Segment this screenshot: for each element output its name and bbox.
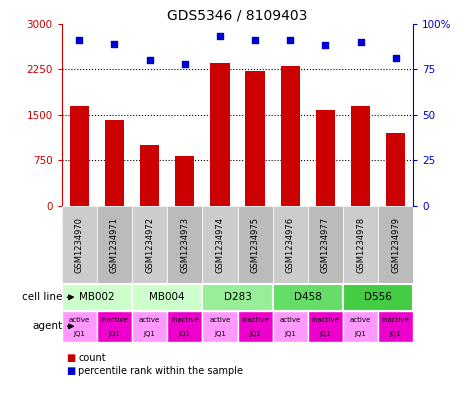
Text: active: active [69, 317, 90, 323]
Text: ■: ■ [66, 353, 76, 363]
Text: MB002: MB002 [79, 292, 115, 302]
Bar [316, 110, 335, 206]
Bar [308, 206, 343, 284]
Bar [202, 311, 238, 342]
Text: active: active [209, 317, 230, 323]
Text: inactive: inactive [171, 317, 199, 323]
Bar [343, 206, 378, 284]
Text: count: count [78, 353, 106, 363]
Text: agent: agent [32, 321, 62, 331]
Text: GSM1234971: GSM1234971 [110, 217, 119, 273]
Point [181, 61, 189, 67]
Text: JQ1: JQ1 [284, 331, 296, 337]
Text: inactive: inactive [241, 317, 269, 323]
Text: cell line: cell line [22, 292, 62, 302]
Point [286, 37, 294, 43]
Bar [238, 206, 273, 284]
Point [357, 39, 364, 45]
Title: GDS5346 / 8109403: GDS5346 / 8109403 [167, 8, 308, 22]
Bar [97, 311, 132, 342]
Bar [238, 311, 273, 342]
Text: JQ1: JQ1 [319, 331, 332, 337]
Text: GSM1234979: GSM1234979 [391, 217, 400, 273]
Bar [62, 284, 132, 311]
Bar [62, 206, 97, 284]
Bar [281, 66, 300, 206]
Text: D458: D458 [294, 292, 322, 302]
Point [322, 42, 329, 49]
Bar [273, 284, 343, 311]
Point [216, 33, 224, 39]
Text: GSM1234970: GSM1234970 [75, 217, 84, 273]
Text: active: active [139, 317, 160, 323]
Text: inactive: inactive [312, 317, 339, 323]
Bar [167, 311, 202, 342]
Text: JQ1: JQ1 [390, 331, 401, 337]
Text: MB004: MB004 [149, 292, 185, 302]
Text: inactive: inactive [101, 317, 128, 323]
Text: GSM1234977: GSM1234977 [321, 217, 330, 273]
Text: D556: D556 [364, 292, 392, 302]
Text: GSM1234978: GSM1234978 [356, 217, 365, 273]
Bar [343, 284, 413, 311]
Bar [351, 106, 370, 206]
Text: GSM1234975: GSM1234975 [251, 217, 259, 273]
Bar [167, 206, 202, 284]
Text: ■: ■ [66, 366, 76, 376]
Text: JQ1: JQ1 [354, 331, 367, 337]
Bar [386, 133, 405, 206]
Bar [132, 206, 167, 284]
Text: JQ1: JQ1 [214, 331, 226, 337]
Bar [70, 106, 89, 206]
Bar [132, 311, 167, 342]
Bar [378, 206, 413, 284]
Bar [308, 311, 343, 342]
Bar [140, 145, 159, 206]
Bar [273, 311, 308, 342]
Text: GSM1234973: GSM1234973 [180, 217, 189, 273]
Bar [202, 284, 273, 311]
Bar [62, 311, 97, 342]
Text: JQ1: JQ1 [249, 331, 261, 337]
Bar [175, 156, 194, 206]
Bar [202, 206, 238, 284]
Bar [105, 119, 124, 206]
Text: GSM1234972: GSM1234972 [145, 217, 154, 273]
Text: active: active [350, 317, 371, 323]
Text: active: active [280, 317, 301, 323]
Text: JQ1: JQ1 [143, 331, 156, 337]
Point [111, 40, 118, 47]
Text: JQ1: JQ1 [108, 331, 121, 337]
Bar [343, 311, 378, 342]
Text: inactive: inactive [382, 317, 409, 323]
Text: percentile rank within the sample: percentile rank within the sample [78, 366, 243, 376]
Point [76, 37, 83, 43]
Bar [210, 63, 229, 206]
Bar [246, 71, 265, 206]
Point [251, 37, 259, 43]
Bar [97, 206, 132, 284]
Point [146, 57, 153, 63]
Text: JQ1: JQ1 [73, 331, 86, 337]
Text: GSM1234976: GSM1234976 [286, 217, 294, 273]
Bar [378, 311, 413, 342]
Point [392, 55, 399, 61]
Text: JQ1: JQ1 [179, 331, 190, 337]
Bar [273, 206, 308, 284]
Text: D283: D283 [224, 292, 251, 302]
Text: GSM1234974: GSM1234974 [216, 217, 224, 273]
Bar [132, 284, 202, 311]
